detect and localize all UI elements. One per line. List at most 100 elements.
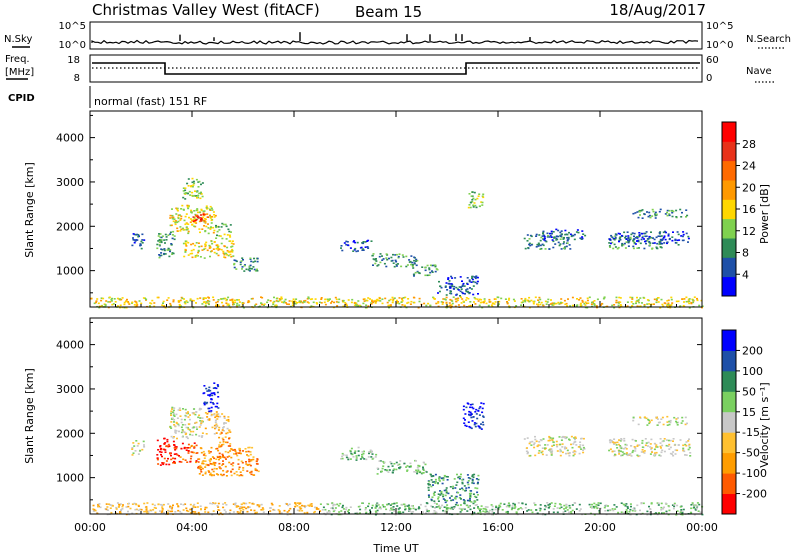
power-cell: [667, 235, 670, 237]
power-x-ticks: [89, 111, 703, 307]
velocity-cell: [407, 504, 410, 507]
velocity-cell: [252, 458, 255, 461]
velocity-cell: [618, 451, 620, 453]
velocity-cell: [161, 504, 164, 506]
velocity-cell: [526, 437, 529, 439]
velocity-cell: [437, 493, 440, 495]
velocity-cell: [488, 512, 491, 515]
power-cell: [215, 237, 218, 239]
velocity-cell: [679, 511, 682, 514]
velocity-cell: [393, 468, 396, 470]
power-cell: [363, 300, 366, 302]
velocity-cell: [139, 508, 142, 511]
power-cell: [456, 299, 459, 302]
power-cell: [353, 249, 356, 251]
power-cell: [442, 301, 445, 304]
velocity-cell: [684, 454, 686, 456]
velocity-cell: [221, 437, 224, 440]
velocity-cell: [693, 506, 696, 509]
velocity-cell: [159, 445, 162, 447]
velocity-cell: [553, 505, 556, 507]
velocity-cell: [105, 503, 108, 505]
velocity-cell: [541, 450, 544, 453]
velocity-cell: [515, 511, 518, 513]
velocity-cell: [375, 503, 378, 506]
power-cell: [537, 303, 539, 306]
velocity-cell: [512, 502, 515, 505]
power-cell: [192, 180, 195, 183]
velocity-cell: [674, 449, 677, 451]
velocity-cell: [674, 453, 677, 455]
power-cell: [469, 301, 472, 303]
power-cell: [677, 244, 680, 246]
velocity-cell: [438, 480, 441, 482]
power-cell: [590, 303, 593, 305]
power-cell: [424, 269, 427, 272]
velocity-cell: [685, 454, 688, 456]
power-cell: [171, 253, 174, 255]
velocity-cell: [665, 512, 668, 514]
power-cell: [349, 247, 352, 249]
power-cell: [126, 298, 128, 301]
power-cell: [539, 239, 542, 242]
power-cell: [175, 207, 178, 210]
velocity-cell: [174, 431, 177, 433]
power-cell: [160, 239, 163, 241]
velocity-cell: [203, 452, 206, 455]
velocity-cell: [296, 509, 299, 512]
power-cell: [194, 190, 196, 192]
velocity-cell: [657, 512, 660, 514]
velocity-cell: [459, 511, 462, 513]
power-cell: [163, 248, 166, 250]
velocity-cell: [391, 509, 394, 511]
velocity-cell: [568, 454, 571, 457]
velocity-cell: [532, 443, 535, 446]
velocity-cell: [457, 504, 459, 507]
velocity-cell: [588, 503, 591, 506]
velocity-cell: [212, 461, 215, 464]
velocity-cell: [217, 429, 220, 431]
power-cell: [302, 301, 305, 303]
velocity-cell: [389, 504, 392, 506]
power-cell: [674, 238, 677, 241]
velocity-cell: [499, 505, 502, 508]
power-cell: [261, 296, 264, 299]
power-cell: [641, 236, 644, 239]
velocity-cell: [568, 452, 571, 454]
power-cell: [159, 254, 162, 257]
velocity-cell: [254, 467, 257, 470]
power-cell: [472, 206, 475, 208]
power-cell: [401, 304, 404, 306]
power-cell: [196, 208, 199, 210]
velocity-cell: [131, 448, 134, 450]
power-cell: [617, 246, 620, 249]
power-cell: [217, 254, 220, 257]
velocity-cell: [505, 511, 508, 513]
power-cell: [235, 268, 238, 270]
power-cell: [666, 209, 669, 212]
power-cell: [608, 238, 611, 240]
velocity-cell: [213, 467, 216, 470]
power-cell: [176, 207, 179, 210]
power-cell: [476, 280, 479, 283]
velocity-cell: [546, 444, 549, 446]
velocity-cell: [248, 506, 251, 508]
power-cell: [685, 296, 688, 299]
power-cell: [217, 247, 220, 249]
power-cell: [296, 302, 298, 304]
velocity-cell: [227, 445, 230, 447]
power-cell: [679, 208, 682, 211]
velocity-cell: [230, 474, 233, 477]
power-cell: [468, 193, 471, 195]
power-cell: [205, 301, 208, 303]
colorbar-tick-label: -200: [742, 488, 767, 501]
velocity-cell: [225, 504, 228, 506]
power-cell: [318, 301, 321, 304]
power-cell: [567, 298, 569, 300]
velocity-cell: [110, 511, 113, 514]
power-cell: [620, 305, 623, 308]
velocity-cell: [365, 511, 368, 514]
power-cell: [238, 299, 240, 301]
power-cell: [448, 286, 451, 288]
